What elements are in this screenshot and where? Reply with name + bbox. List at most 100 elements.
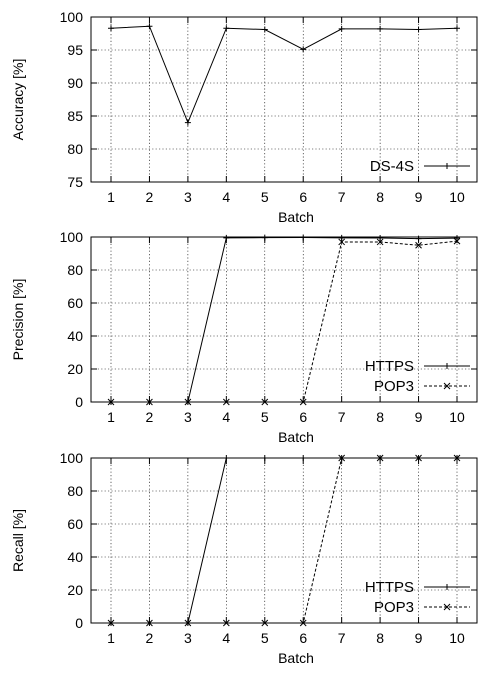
y-tick-label: 75 xyxy=(67,174,83,190)
x-tick-label: 8 xyxy=(376,630,384,646)
data-point xyxy=(299,398,307,406)
x-tick-label: 5 xyxy=(261,630,269,646)
data-point xyxy=(338,238,346,246)
plot-frame xyxy=(90,457,478,624)
x-axis-label: Batch xyxy=(278,209,314,225)
y-tick-label: 60 xyxy=(67,295,83,311)
y-tick-label: 80 xyxy=(67,141,83,157)
data-point xyxy=(415,235,422,242)
legend-label: POP3 xyxy=(374,378,414,395)
data-point xyxy=(338,454,346,462)
x-tick-label: 3 xyxy=(184,630,192,646)
legend-label: HTTPS xyxy=(365,579,414,596)
data-point xyxy=(300,234,307,241)
data-point xyxy=(300,455,307,461)
x-tick-label: 7 xyxy=(338,630,346,646)
legend: HTTPS POP3 xyxy=(365,358,470,395)
data-point xyxy=(377,234,384,241)
data-point xyxy=(184,119,191,126)
plot-frame xyxy=(90,16,478,183)
x-tick-label: 5 xyxy=(261,409,269,425)
y-tick-label: 0 xyxy=(75,615,83,631)
data-point xyxy=(223,25,230,32)
data-point xyxy=(107,398,115,406)
x-tick-label: 1 xyxy=(107,189,115,205)
x-tick-label: 9 xyxy=(415,630,423,646)
data-point xyxy=(222,619,230,627)
x-tick-label: 2 xyxy=(146,409,154,425)
series-pop3 xyxy=(107,454,461,627)
x-tick-label: 4 xyxy=(222,409,230,425)
data-point xyxy=(146,619,153,627)
data-point xyxy=(338,25,345,32)
x-tick-label: 1 xyxy=(107,409,115,425)
data-point xyxy=(261,398,269,406)
x-tick-label: 6 xyxy=(299,630,307,646)
data-point xyxy=(415,26,422,33)
data-point xyxy=(453,454,461,462)
x-tick-label: 10 xyxy=(449,189,465,205)
y-tick-label: 100 xyxy=(60,229,84,245)
y-axis-label: Precision [%] xyxy=(10,279,26,361)
data-point xyxy=(146,23,153,30)
data-point xyxy=(146,398,153,406)
data-point xyxy=(261,26,268,33)
legend-label: HTTPS xyxy=(365,358,414,375)
y-axis-label: Recall [%] xyxy=(10,509,26,572)
legend-marker xyxy=(443,603,451,611)
x-tick-label: 5 xyxy=(261,189,269,205)
x-tick-label: 7 xyxy=(338,409,346,425)
data-point xyxy=(454,25,460,32)
y-tick-label: 60 xyxy=(67,516,83,532)
legend-label: DS-4S xyxy=(370,158,414,175)
y-axis-label: Accuracy [%] xyxy=(10,59,26,141)
x-tick-label: 8 xyxy=(376,189,384,205)
x-tick-label: 8 xyxy=(376,409,384,425)
x-tick-label: 3 xyxy=(184,409,192,425)
y-tick-label: 0 xyxy=(75,394,83,410)
legend-marker xyxy=(443,382,451,390)
series-line xyxy=(111,457,457,624)
series-ds-4s xyxy=(108,23,460,126)
chart-panel-2: 0 20 40 60 80 100 1 2 3 4 5 6 7 8 9 10 Batch Precision [%… xyxy=(10,229,478,445)
x-tick-label: 4 xyxy=(222,189,230,205)
x-tick-label: 9 xyxy=(415,189,423,205)
data-point xyxy=(261,234,268,241)
data-point xyxy=(453,237,461,245)
chart-panel-3: 0 20 40 60 80 100 1 2 3 4 5 6 7 8 9 10 Batch Recall [%] HT… xyxy=(10,450,478,666)
series-line xyxy=(111,240,458,403)
x-tick-label: 6 xyxy=(299,189,307,205)
legend-label: POP3 xyxy=(374,599,414,616)
series-line xyxy=(110,25,458,124)
legend: HTTPS POP3 xyxy=(365,579,470,616)
x-tick-label: 10 xyxy=(449,409,465,425)
x-tick-label: 9 xyxy=(415,409,423,425)
data-point xyxy=(261,619,269,627)
data-point xyxy=(261,455,268,461)
data-point xyxy=(376,454,384,462)
series-pop3 xyxy=(107,237,461,406)
chart-panel-1: 75 80 85 90 95 100 1 2 3 4 5 6 7 8 9 10 Batch Accuracy [%… xyxy=(10,9,478,225)
y-tick-label: 20 xyxy=(67,361,83,377)
x-tick-label: 3 xyxy=(184,189,192,205)
x-axis-label: Batch xyxy=(278,429,314,445)
x-axis-label: Batch xyxy=(278,650,314,666)
legend-marker xyxy=(444,363,450,369)
data-point xyxy=(184,398,192,406)
data-point xyxy=(223,234,230,241)
y-tick-label: 40 xyxy=(67,549,83,565)
x-tick-label: 7 xyxy=(338,189,346,205)
data-point xyxy=(338,234,345,241)
y-tick-label: 90 xyxy=(67,75,83,91)
y-tick-label: 100 xyxy=(60,9,84,25)
plot-frame xyxy=(90,236,478,403)
y-tick-label: 85 xyxy=(67,108,83,124)
data-point xyxy=(108,25,114,32)
data-point xyxy=(223,455,230,461)
data-point xyxy=(415,241,422,249)
legend-marker xyxy=(444,163,450,169)
y-tick-label: 40 xyxy=(67,328,83,344)
x-tick-label: 10 xyxy=(449,630,465,646)
data-point xyxy=(300,46,307,53)
